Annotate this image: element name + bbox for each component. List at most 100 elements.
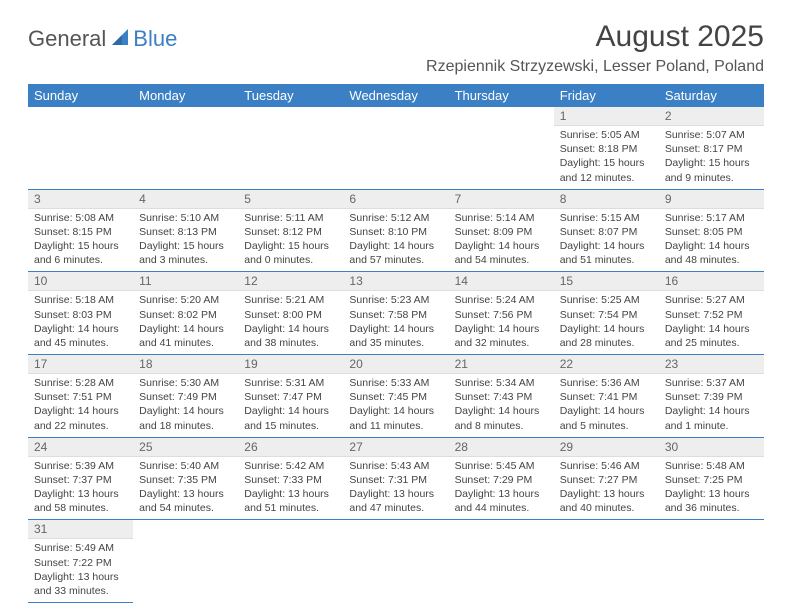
day-number: 18 [133,355,238,374]
sunset-text: Sunset: 8:10 PM [349,225,442,239]
sunrise-text: Sunrise: 5:15 AM [560,211,653,225]
sunset-text: Sunset: 8:18 PM [560,142,653,156]
sunset-text: Sunset: 8:09 PM [455,225,548,239]
calendar-cell: 28Sunrise: 5:45 AMSunset: 7:29 PMDayligh… [449,437,554,520]
day-details: Sunrise: 5:27 AMSunset: 7:52 PMDaylight:… [659,291,764,354]
sunset-text: Sunset: 7:41 PM [560,390,653,404]
daylight-text: Daylight: 13 hours and 58 minutes. [34,487,127,515]
daylight-text: Daylight: 13 hours and 44 minutes. [455,487,548,515]
day-details: Sunrise: 5:45 AMSunset: 7:29 PMDaylight:… [449,457,554,520]
calendar-cell: 23Sunrise: 5:37 AMSunset: 7:39 PMDayligh… [659,355,764,438]
sunset-text: Sunset: 7:49 PM [139,390,232,404]
calendar-table: Sunday Monday Tuesday Wednesday Thursday… [28,84,764,603]
day-number: 15 [554,272,659,291]
sunset-text: Sunset: 7:45 PM [349,390,442,404]
sunset-text: Sunset: 7:51 PM [34,390,127,404]
sunrise-text: Sunrise: 5:31 AM [244,376,337,390]
day-details: Sunrise: 5:49 AMSunset: 7:22 PMDaylight:… [28,539,133,602]
location-subtitle: Rzepiennik Strzyzewski, Lesser Poland, P… [426,58,764,76]
daylight-text: Daylight: 14 hours and 1 minute. [665,404,758,432]
calendar-cell [343,107,448,189]
day-number: 26 [238,438,343,457]
day-number: 5 [238,190,343,209]
calendar-cell: 19Sunrise: 5:31 AMSunset: 7:47 PMDayligh… [238,355,343,438]
sunset-text: Sunset: 7:35 PM [139,473,232,487]
calendar-week-row: 10Sunrise: 5:18 AMSunset: 8:03 PMDayligh… [28,272,764,355]
calendar-cell [449,520,554,603]
sunrise-text: Sunrise: 5:40 AM [139,459,232,473]
calendar-week-row: 17Sunrise: 5:28 AMSunset: 7:51 PMDayligh… [28,355,764,438]
sunrise-text: Sunrise: 5:39 AM [34,459,127,473]
sunrise-text: Sunrise: 5:07 AM [665,128,758,142]
day-number: 12 [238,272,343,291]
day-details: Sunrise: 5:23 AMSunset: 7:58 PMDaylight:… [343,291,448,354]
calendar-body: 1Sunrise: 5:05 AMSunset: 8:18 PMDaylight… [28,107,764,603]
sunset-text: Sunset: 7:43 PM [455,390,548,404]
daylight-text: Daylight: 14 hours and 5 minutes. [560,404,653,432]
sunset-text: Sunset: 7:56 PM [455,308,548,322]
sunrise-text: Sunrise: 5:45 AM [455,459,548,473]
calendar-cell: 27Sunrise: 5:43 AMSunset: 7:31 PMDayligh… [343,437,448,520]
daylight-text: Daylight: 14 hours and 25 minutes. [665,322,758,350]
day-number: 7 [449,190,554,209]
day-number: 8 [554,190,659,209]
daylight-text: Daylight: 15 hours and 6 minutes. [34,239,127,267]
calendar-cell: 4Sunrise: 5:10 AMSunset: 8:13 PMDaylight… [133,189,238,272]
sunrise-text: Sunrise: 5:11 AM [244,211,337,225]
calendar-cell: 9Sunrise: 5:17 AMSunset: 8:05 PMDaylight… [659,189,764,272]
daylight-text: Daylight: 14 hours and 11 minutes. [349,404,442,432]
day-details: Sunrise: 5:34 AMSunset: 7:43 PMDaylight:… [449,374,554,437]
calendar-cell: 13Sunrise: 5:23 AMSunset: 7:58 PMDayligh… [343,272,448,355]
daylight-text: Daylight: 14 hours and 41 minutes. [139,322,232,350]
calendar-cell [659,520,764,603]
day-details: Sunrise: 5:36 AMSunset: 7:41 PMDaylight:… [554,374,659,437]
calendar-cell: 14Sunrise: 5:24 AMSunset: 7:56 PMDayligh… [449,272,554,355]
daylight-text: Daylight: 13 hours and 47 minutes. [349,487,442,515]
calendar-cell: 21Sunrise: 5:34 AMSunset: 7:43 PMDayligh… [449,355,554,438]
sunrise-text: Sunrise: 5:08 AM [34,211,127,225]
month-title: August 2025 [426,20,764,54]
calendar-cell: 30Sunrise: 5:48 AMSunset: 7:25 PMDayligh… [659,437,764,520]
sunrise-text: Sunrise: 5:28 AM [34,376,127,390]
daylight-text: Daylight: 14 hours and 48 minutes. [665,239,758,267]
sunrise-text: Sunrise: 5:24 AM [455,293,548,307]
daylight-text: Daylight: 15 hours and 12 minutes. [560,156,653,184]
sunset-text: Sunset: 7:52 PM [665,308,758,322]
day-number: 29 [554,438,659,457]
calendar-cell [238,107,343,189]
day-details: Sunrise: 5:30 AMSunset: 7:49 PMDaylight:… [133,374,238,437]
day-details: Sunrise: 5:33 AMSunset: 7:45 PMDaylight:… [343,374,448,437]
sunrise-text: Sunrise: 5:20 AM [139,293,232,307]
day-number: 23 [659,355,764,374]
daylight-text: Daylight: 14 hours and 32 minutes. [455,322,548,350]
sunset-text: Sunset: 8:15 PM [34,225,127,239]
day-number: 19 [238,355,343,374]
sunset-text: Sunset: 7:58 PM [349,308,442,322]
calendar-cell: 15Sunrise: 5:25 AMSunset: 7:54 PMDayligh… [554,272,659,355]
calendar-week-row: 31Sunrise: 5:49 AMSunset: 7:22 PMDayligh… [28,520,764,603]
sunset-text: Sunset: 8:00 PM [244,308,337,322]
weekday-monday: Monday [133,84,238,107]
weekday-sunday: Sunday [28,84,133,107]
logo-text-general: General [28,26,106,52]
sunrise-text: Sunrise: 5:48 AM [665,459,758,473]
day-number: 10 [28,272,133,291]
day-details: Sunrise: 5:25 AMSunset: 7:54 PMDaylight:… [554,291,659,354]
sunrise-text: Sunrise: 5:34 AM [455,376,548,390]
sunrise-text: Sunrise: 5:42 AM [244,459,337,473]
day-details: Sunrise: 5:28 AMSunset: 7:51 PMDaylight:… [28,374,133,437]
daylight-text: Daylight: 13 hours and 33 minutes. [34,570,127,598]
calendar-week-row: 3Sunrise: 5:08 AMSunset: 8:15 PMDaylight… [28,189,764,272]
sunset-text: Sunset: 8:13 PM [139,225,232,239]
day-details: Sunrise: 5:14 AMSunset: 8:09 PMDaylight:… [449,209,554,272]
daylight-text: Daylight: 13 hours and 36 minutes. [665,487,758,515]
calendar-cell: 8Sunrise: 5:15 AMSunset: 8:07 PMDaylight… [554,189,659,272]
sunset-text: Sunset: 7:25 PM [665,473,758,487]
sunrise-text: Sunrise: 5:49 AM [34,541,127,555]
logo-text-blue: Blue [133,26,177,52]
daylight-text: Daylight: 14 hours and 51 minutes. [560,239,653,267]
sunrise-text: Sunrise: 5:37 AM [665,376,758,390]
daylight-text: Daylight: 14 hours and 28 minutes. [560,322,653,350]
day-number: 13 [343,272,448,291]
calendar-cell [28,107,133,189]
